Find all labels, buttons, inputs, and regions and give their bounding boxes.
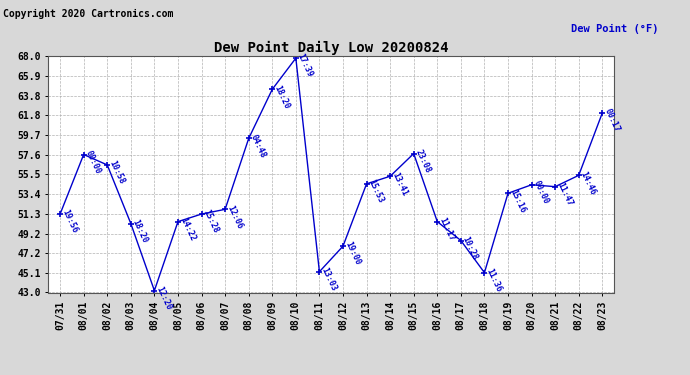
Text: 18:20: 18:20 [131,218,150,244]
Text: 13:41: 13:41 [390,171,409,197]
Text: Dew Point (°F): Dew Point (°F) [571,24,659,34]
Text: 15:28: 15:28 [201,209,220,235]
Text: Copyright 2020 Cartronics.com: Copyright 2020 Cartronics.com [3,9,174,20]
Text: 23:08: 23:08 [414,148,433,174]
Text: 11:47: 11:47 [555,181,574,207]
Text: 10:28: 10:28 [461,235,480,261]
Text: 14:46: 14:46 [579,170,598,196]
Text: 12:20: 12:20 [155,285,173,311]
Text: 11:36: 11:36 [484,267,503,293]
Text: 12:06: 12:06 [225,204,244,230]
Text: 13:03: 13:03 [319,266,338,292]
Text: 00:00: 00:00 [83,149,102,175]
Text: 00:17: 00:17 [602,107,621,134]
Text: 11:17: 11:17 [437,216,456,242]
Text: 04:48: 04:48 [248,133,268,159]
Text: 10:58: 10:58 [107,159,126,186]
Text: 19:00: 19:00 [343,240,362,267]
Title: Dew Point Daily Low 20200824: Dew Point Daily Low 20200824 [214,41,448,55]
Text: 15:53: 15:53 [366,178,385,205]
Text: 19:56: 19:56 [60,209,79,235]
Text: 15:16: 15:16 [508,188,526,214]
Text: 14:22: 14:22 [178,216,197,242]
Text: 18:20: 18:20 [273,84,291,110]
Text: 17:39: 17:39 [296,53,315,79]
Text: 00:00: 00:00 [531,179,551,206]
